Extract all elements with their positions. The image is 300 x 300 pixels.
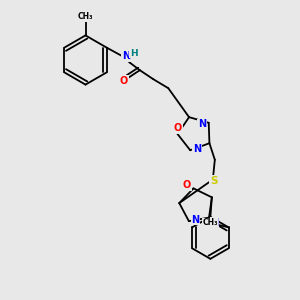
Text: CH₃: CH₃	[202, 218, 218, 227]
Text: N: N	[198, 119, 206, 129]
Text: N: N	[210, 218, 218, 228]
Text: N: N	[191, 214, 200, 225]
Text: H: H	[130, 49, 138, 58]
Text: CH₃: CH₃	[78, 12, 93, 21]
Text: O: O	[183, 180, 191, 190]
Text: N: N	[193, 144, 201, 154]
Text: N: N	[122, 51, 130, 61]
Text: O: O	[119, 76, 128, 86]
Text: S: S	[210, 176, 218, 186]
Text: O: O	[174, 123, 182, 133]
